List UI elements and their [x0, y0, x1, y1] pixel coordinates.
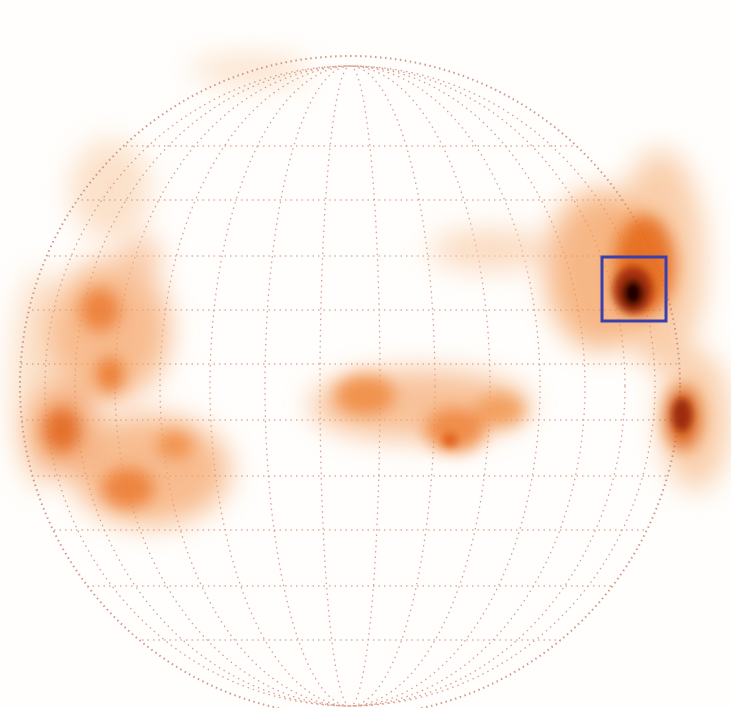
solar-limb — [19, 55, 681, 708]
highlight-box — [600, 255, 668, 323]
bright-cores — [442, 266, 692, 447]
